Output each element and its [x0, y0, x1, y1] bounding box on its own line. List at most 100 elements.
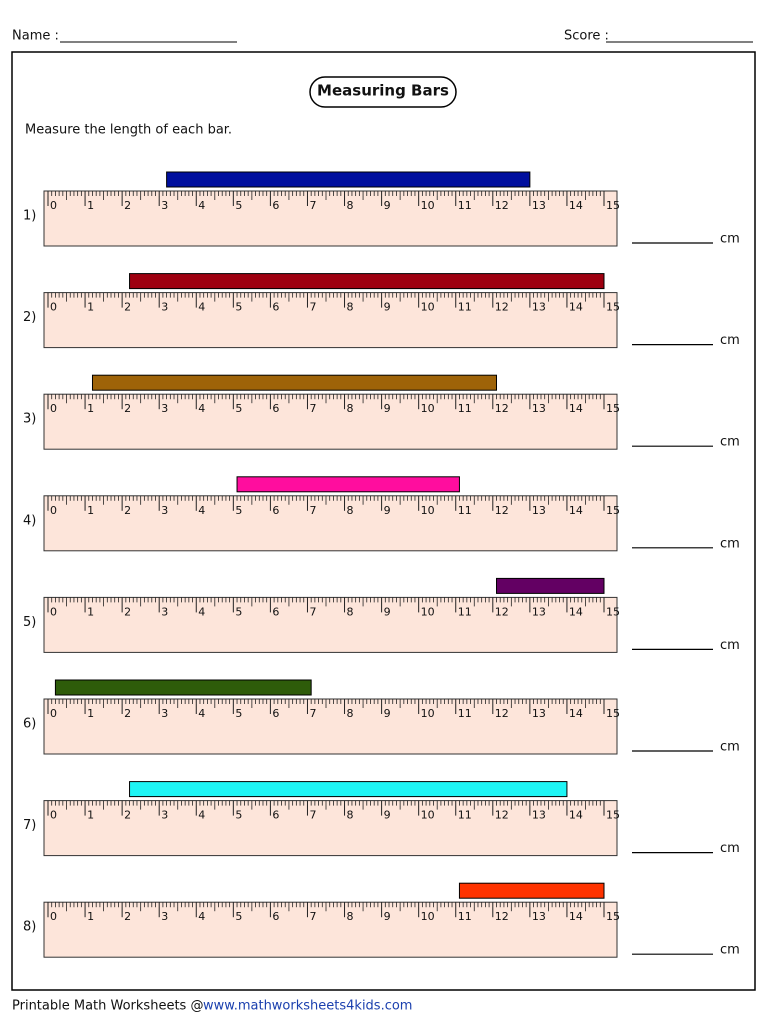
ruler-tick-label: 4 [198, 402, 205, 415]
ruler-tick-label: 11 [458, 199, 472, 212]
ruler-tick-label: 9 [384, 402, 391, 415]
ruler-tick-label: 13 [532, 301, 546, 314]
ruler-tick-label: 7 [309, 809, 316, 822]
ruler-tick-label: 4 [198, 707, 205, 720]
ruler-tick-label: 10 [421, 910, 435, 923]
ruler-tick-label: 0 [50, 707, 57, 720]
ruler-tick-label: 12 [495, 301, 509, 314]
unit-label: cm [720, 333, 740, 348]
ruler-tick-label: 5 [235, 504, 242, 517]
ruler-tick-label: 15 [606, 199, 620, 212]
problem-number: 3) [23, 412, 36, 427]
ruler-tick-label: 3 [161, 707, 168, 720]
ruler-tick-label: 12 [495, 910, 509, 923]
ruler-tick-label: 8 [347, 301, 354, 314]
ruler-tick-label: 10 [421, 504, 435, 517]
ruler-tick-label: 2 [124, 910, 131, 923]
ruler-tick-label: 14 [569, 199, 583, 212]
unit-label: cm [720, 638, 740, 653]
bar [129, 273, 605, 290]
ruler-tick-label: 14 [569, 910, 583, 923]
ruler-tick-label: 3 [161, 301, 168, 314]
ruler-tick-label: 1 [87, 809, 94, 822]
ruler-tick-label: 3 [161, 504, 168, 517]
ruler-tick-label: 4 [198, 301, 205, 314]
ruler-tick-label: 0 [50, 199, 57, 212]
bar [166, 171, 531, 188]
ruler-tick-label: 7 [309, 301, 316, 314]
ruler-tick-label: 14 [569, 809, 583, 822]
ruler-tick-label: 2 [124, 301, 131, 314]
ruler-tick-label: 13 [532, 402, 546, 415]
ruler-tick-label: 3 [161, 809, 168, 822]
ruler-tick-label: 8 [347, 809, 354, 822]
ruler [43, 393, 618, 450]
ruler-tick-label: 2 [124, 707, 131, 720]
ruler-tick-label: 9 [384, 707, 391, 720]
ruler-tick-label: 14 [569, 605, 583, 618]
problem-number: 4) [23, 513, 36, 528]
unit-label: cm [720, 740, 740, 755]
ruler-tick-label: 6 [272, 707, 279, 720]
ruler-tick-label: 15 [606, 402, 620, 415]
ruler-tick-label: 9 [384, 809, 391, 822]
ruler [43, 190, 618, 247]
footer-text: Printable Math Worksheets @ [12, 999, 203, 1014]
problem-number: 2) [23, 310, 36, 325]
ruler-tick-label: 10 [421, 707, 435, 720]
ruler-tick-label: 1 [87, 199, 94, 212]
ruler-tick-label: 2 [124, 809, 131, 822]
ruler-tick-label: 12 [495, 707, 509, 720]
ruler-tick-label: 2 [124, 402, 131, 415]
ruler-tick-label: 13 [532, 809, 546, 822]
ruler-tick-label: 0 [50, 910, 57, 923]
ruler-tick-label: 6 [272, 199, 279, 212]
ruler-tick-label: 8 [347, 199, 354, 212]
title: Measuring Bars [317, 82, 449, 100]
ruler-tick-label: 11 [458, 910, 472, 923]
ruler-tick-label: 3 [161, 199, 168, 212]
ruler-tick-label: 5 [235, 301, 242, 314]
ruler-tick-label: 8 [347, 707, 354, 720]
ruler-tick-label: 6 [272, 504, 279, 517]
ruler-tick-label: 1 [87, 402, 94, 415]
bar [129, 781, 568, 798]
score-label: Score : [564, 29, 609, 44]
ruler-tick-label: 10 [421, 605, 435, 618]
ruler-tick-label: 12 [495, 504, 509, 517]
ruler-tick-label: 9 [384, 504, 391, 517]
ruler-tick-label: 1 [87, 707, 94, 720]
title-pill [309, 76, 457, 108]
ruler-tick-label: 4 [198, 504, 205, 517]
ruler [43, 800, 618, 857]
ruler-tick-label: 1 [87, 301, 94, 314]
unit-label: cm [720, 943, 740, 958]
unit-label: cm [720, 841, 740, 856]
footer-link[interactable]: www.mathworksheets4kids.com [203, 999, 412, 1014]
ruler-tick-label: 12 [495, 199, 509, 212]
ruler [43, 596, 618, 653]
ruler-tick-label: 13 [532, 910, 546, 923]
ruler-tick-label: 3 [161, 402, 168, 415]
bar [54, 679, 312, 696]
ruler-tick-label: 5 [235, 809, 242, 822]
ruler-tick-label: 7 [309, 707, 316, 720]
ruler-tick-label: 11 [458, 301, 472, 314]
ruler-tick-label: 5 [235, 402, 242, 415]
ruler-tick-label: 5 [235, 199, 242, 212]
ruler-tick-label: 7 [309, 402, 316, 415]
ruler-tick-label: 1 [87, 910, 94, 923]
ruler-tick-label: 6 [272, 605, 279, 618]
ruler-tick-label: 14 [569, 402, 583, 415]
bar [496, 577, 605, 594]
ruler-tick-label: 14 [569, 707, 583, 720]
ruler-tick-label: 10 [421, 301, 435, 314]
ruler-tick-label: 11 [458, 402, 472, 415]
ruler-tick-label: 13 [532, 707, 546, 720]
ruler-tick-label: 8 [347, 504, 354, 517]
problem-number: 5) [23, 615, 36, 630]
ruler-tick-label: 0 [50, 605, 57, 618]
unit-label: cm [720, 536, 740, 551]
